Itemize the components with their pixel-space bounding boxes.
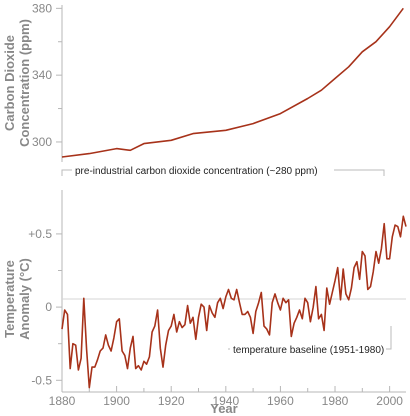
temp-ytick-label: +0.5 (28, 227, 52, 241)
temperature-series-line (61, 215, 407, 389)
co2-panel: 300 340 380 Carbon Dioxide Concentration (… (2, 1, 404, 177)
co2-series-line (61, 7, 404, 158)
co2-annotation-bg (72, 163, 334, 177)
co2-y-ticks: 300 340 380 (32, 1, 62, 149)
temp-annotation-bg (230, 342, 386, 356)
x-axis-title: Year (210, 401, 237, 416)
x-tick-label: 1880 (49, 394, 76, 408)
temp-x-ticks: 1880 1900 1920 1940 1960 1980 2000 (49, 386, 403, 408)
temp-ytick-label: -0.5 (31, 373, 52, 387)
x-tick-label: 1900 (103, 394, 130, 408)
co2-ytick-label: 300 (32, 135, 52, 149)
x-tick-label: 2000 (376, 394, 403, 408)
x-tick-label: 1940 (212, 394, 239, 408)
temp-ylabel-line2: Anomaly (°C) (17, 258, 32, 340)
x-tick-label: 1960 (267, 394, 294, 408)
co2-ylabel-line2: Concentration (ppm) (17, 19, 32, 147)
x-tick-label: 1920 (158, 394, 185, 408)
co2-annotation: pre-industrial carbon dioxide concentrat… (75, 166, 318, 177)
co2-ylabel-line1: Carbon Dioxide (2, 35, 17, 131)
temperature-panel: temperature baseline (1951-1980) +0.5 0 -0… (2, 190, 407, 416)
temp-ylabel-line1: Temperature (2, 260, 17, 338)
temp-ytick-label: 0 (45, 300, 52, 314)
co2-ytick-label: 340 (32, 68, 52, 82)
co2-ytick-label: 380 (32, 1, 52, 15)
temp-annotation: temperature baseline (1951-1980) (233, 345, 384, 356)
x-tick-label: 1980 (322, 394, 349, 408)
temp-y-ticks: +0.5 0 -0.5 (28, 227, 62, 387)
